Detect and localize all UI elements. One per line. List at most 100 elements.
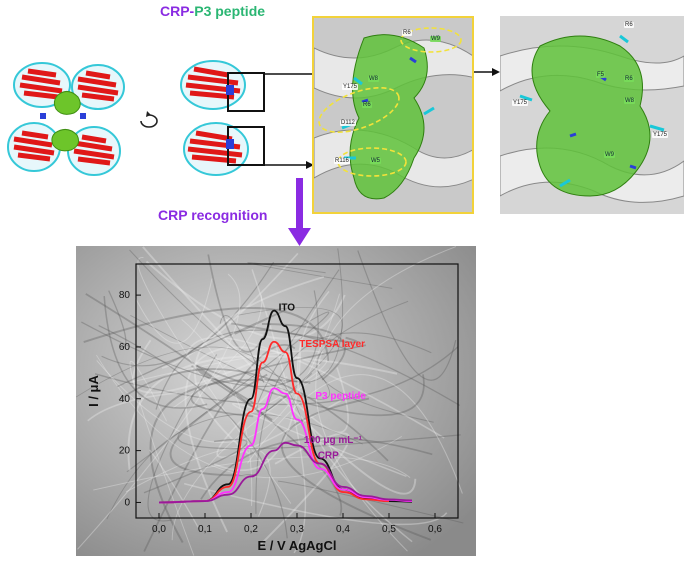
nanofiber bbox=[172, 294, 263, 409]
voltammetry-chart-svg: 0,0 0,1 0,2 0,3 0,4 0,5 0,6 0 20 40 60 80 E / V AgAg… bbox=[75, 246, 476, 556]
residue-label: R116 bbox=[334, 158, 350, 164]
residue-label: W9 bbox=[604, 152, 615, 158]
x-axis-label: E / V AgAgCl bbox=[258, 538, 337, 553]
nanofiber bbox=[81, 290, 319, 388]
sem-background bbox=[76, 246, 476, 556]
x-tick-label: 0,2 bbox=[244, 524, 258, 535]
nanofiber bbox=[316, 300, 434, 423]
series-line bbox=[158, 340, 390, 504]
nanofiber bbox=[149, 449, 199, 528]
nanofiber bbox=[251, 269, 307, 554]
nanofiber bbox=[143, 344, 296, 552]
nanofiber bbox=[143, 438, 248, 494]
blue-residue-4 bbox=[226, 139, 234, 149]
blue-residue-3 bbox=[226, 85, 234, 95]
x-tick-label: 0,6 bbox=[428, 524, 442, 535]
residue-label: Y175 bbox=[342, 84, 359, 90]
highlight-ellipse-middle bbox=[318, 87, 400, 133]
residue-label: F5 bbox=[596, 72, 606, 78]
crp-subunit-bottom-left bbox=[7, 122, 61, 172]
nanofiber bbox=[261, 322, 346, 381]
crp-pentamer-structure bbox=[7, 62, 125, 176]
residue-label: R6 bbox=[624, 76, 634, 82]
nanofiber bbox=[161, 252, 299, 369]
bound-structure-graphic bbox=[500, 16, 684, 214]
y-tick-label: 20 bbox=[119, 446, 131, 457]
nanofiber bbox=[177, 426, 461, 450]
nanofiber bbox=[96, 354, 403, 479]
residue-label: R6 bbox=[402, 30, 412, 36]
nanofiber bbox=[108, 290, 127, 349]
title-crp: CRP- bbox=[160, 3, 195, 19]
nanofiber bbox=[103, 296, 208, 409]
title-p3-peptide: P3 peptide bbox=[194, 3, 266, 19]
binding-site-zoom-panel: R6 W9 W8 Y175 R6 D112 R116 W5 bbox=[312, 16, 474, 214]
nanofiber bbox=[171, 368, 330, 541]
series-line bbox=[158, 387, 413, 504]
nanofiber bbox=[94, 346, 459, 406]
x-tick-label: 0,4 bbox=[336, 524, 350, 535]
y-axis-label: I / μA bbox=[86, 374, 101, 406]
residue-label: W8 bbox=[368, 76, 379, 82]
crp-rotated-lower bbox=[183, 122, 249, 176]
nanofiber bbox=[93, 456, 411, 491]
nanofiber bbox=[276, 367, 349, 434]
voltammetry-chart: 0,0 0,1 0,2 0,3 0,4 0,5 0,6 0 20 40 60 80 E / V AgAg… bbox=[75, 246, 476, 556]
highlight-ellipse-top bbox=[400, 27, 462, 53]
nanofiber bbox=[191, 365, 273, 421]
y-tick-label: 0 bbox=[124, 497, 130, 508]
nanofiber bbox=[357, 250, 457, 381]
nanofiber bbox=[125, 446, 271, 517]
nanofiber bbox=[127, 355, 398, 471]
residue-label: R6 bbox=[362, 102, 372, 108]
nanofiber bbox=[247, 374, 463, 494]
rotate-arrow-icon bbox=[140, 111, 158, 128]
nanofiber bbox=[124, 350, 329, 418]
x-tick-label: 0,0 bbox=[152, 524, 166, 535]
residue-label: D112 bbox=[340, 120, 356, 126]
nanofiber bbox=[281, 397, 432, 541]
nanofiber bbox=[134, 278, 213, 344]
nanofiber bbox=[87, 392, 178, 422]
nanofiber bbox=[190, 344, 367, 418]
data-label: P3 peptide bbox=[315, 391, 366, 402]
nanofiber bbox=[256, 269, 340, 414]
recognition-arrow-shaft bbox=[296, 178, 303, 230]
nanofiber bbox=[118, 368, 389, 462]
blue-residue-2 bbox=[80, 113, 86, 119]
diagram-title: CRP-P3 peptide bbox=[160, 3, 265, 19]
nanofiber bbox=[129, 248, 344, 383]
x-tick-label: 0,1 bbox=[198, 524, 212, 535]
nanofiber bbox=[194, 275, 325, 455]
nanofiber bbox=[75, 346, 311, 451]
x-tick-label: 0,5 bbox=[382, 524, 396, 535]
nanofiber bbox=[155, 329, 461, 410]
nanofiber bbox=[216, 376, 342, 458]
highlight-ellipse-bottom bbox=[337, 147, 407, 177]
connector-arrows bbox=[264, 68, 500, 246]
nanofiber bbox=[126, 311, 330, 473]
nanofiber bbox=[255, 332, 432, 514]
peptide-blob-lower bbox=[51, 129, 79, 152]
nanofiber bbox=[129, 360, 195, 556]
nanofiber bbox=[130, 314, 330, 400]
blue-residue-1 bbox=[40, 113, 46, 119]
y-tick-label: 80 bbox=[119, 290, 131, 301]
nanofiber bbox=[98, 325, 288, 539]
series-line bbox=[158, 441, 413, 504]
data-label: CRP bbox=[318, 450, 339, 461]
peptide-blob-upper bbox=[53, 91, 81, 115]
nanofiber bbox=[183, 482, 448, 526]
x-tick-label: 0,3 bbox=[290, 524, 304, 535]
nanofiber bbox=[132, 339, 253, 394]
nanofiber bbox=[184, 346, 321, 533]
data-label: TESPSA layer bbox=[299, 339, 365, 350]
nanofiber bbox=[277, 480, 464, 524]
crp-rotated-structure bbox=[180, 60, 265, 176]
bound-structure-panel: R6 F5 R6 Y175 W8 Y175 W9 bbox=[500, 16, 684, 214]
y-tick-label: 40 bbox=[119, 394, 131, 405]
nanofiber bbox=[85, 293, 343, 516]
nanofiber bbox=[147, 354, 218, 522]
connector-arrowhead-lower bbox=[306, 161, 314, 169]
crp-subunit-top-left bbox=[13, 62, 71, 108]
